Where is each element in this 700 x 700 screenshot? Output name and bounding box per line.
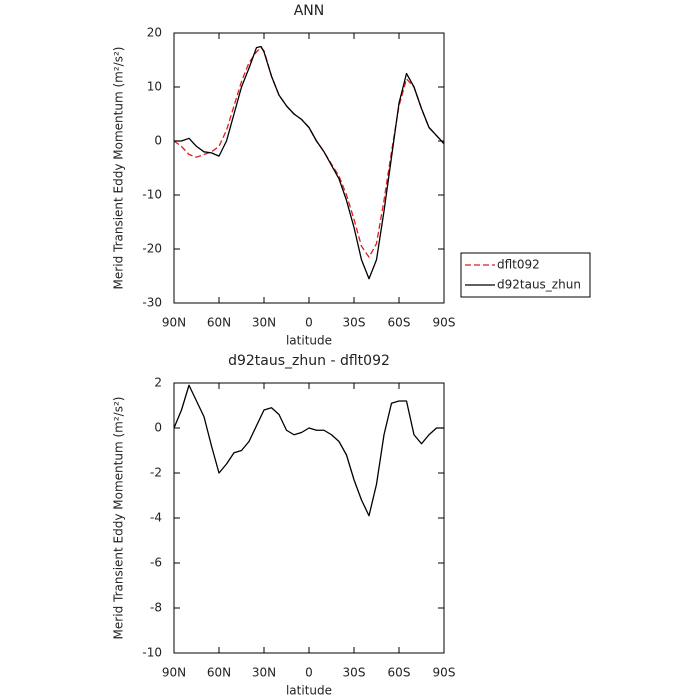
plot-frame xyxy=(173,382,445,654)
y-tick-label: -6 xyxy=(150,556,162,570)
x-tick-label: 30S xyxy=(343,316,366,330)
x-tick-label: 90N xyxy=(162,666,186,680)
panel: ANN latitude Merid Transient Eddy Momentum… xyxy=(112,3,591,348)
x-axis-label: latitude xyxy=(286,334,332,348)
x-tick-label: 60S xyxy=(388,316,411,330)
x-tick-label: 30N xyxy=(252,666,276,680)
y-tick-label: 10 xyxy=(147,80,162,94)
x-tick-label: 0 xyxy=(305,316,313,330)
x-tick-label: 30S xyxy=(343,666,366,680)
x-tick-label: 90S xyxy=(433,316,456,330)
y-tick-label: -2 xyxy=(150,466,162,480)
x-tick-label: 60N xyxy=(207,316,231,330)
x-tick-label: 90N xyxy=(162,316,186,330)
y-axis-label: Merid Transient Eddy Momentum (m²/s²) xyxy=(112,397,126,640)
y-tick-label: 20 xyxy=(147,26,162,40)
x-axis-label: latitude xyxy=(286,684,332,698)
series-line xyxy=(173,46,445,258)
series-line xyxy=(174,45,445,280)
y-tick-label: 0 xyxy=(154,134,162,148)
legend-box xyxy=(460,252,591,298)
y-tick-label: -10 xyxy=(142,188,162,202)
x-tick-label: 0 xyxy=(305,666,313,680)
y-tick-label: -30 xyxy=(142,296,162,310)
x-tick-label: 30N xyxy=(252,316,276,330)
x-tick-label: 60S xyxy=(388,666,411,680)
y-axis-label: Merid Transient Eddy Momentum (m²/s²) xyxy=(112,47,126,290)
y-tick-label: -10 xyxy=(142,646,162,660)
y-tick-label: 2 xyxy=(154,376,162,390)
plot-frame xyxy=(173,32,445,304)
y-tick-label: -20 xyxy=(142,242,162,256)
y-tick-label: 0 xyxy=(154,421,162,435)
y-tick-label: -4 xyxy=(150,511,162,525)
x-tick-label: 90S xyxy=(433,666,456,680)
legend-label: dflt092 xyxy=(497,258,540,272)
series-line xyxy=(173,384,444,517)
panel: d92taus_zhun - dflt092 latitude Merid Tran… xyxy=(112,353,456,698)
legend-label: d92taus_zhun xyxy=(497,278,581,292)
x-tick-label: 60N xyxy=(207,666,231,680)
y-tick-label: -8 xyxy=(150,601,162,615)
chart-title: ANN xyxy=(294,3,325,19)
chart-title: d92taus_zhun - dflt092 xyxy=(228,353,390,369)
